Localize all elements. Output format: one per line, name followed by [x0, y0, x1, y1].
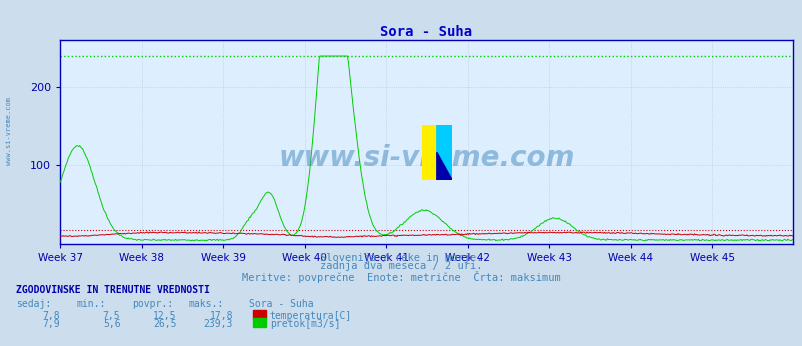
Polygon shape	[421, 125, 436, 180]
Text: www.si-vreme.com: www.si-vreme.com	[277, 144, 574, 172]
Text: maks.:: maks.:	[188, 299, 224, 309]
Text: zadnja dva meseca / 2 uri.: zadnja dva meseca / 2 uri.	[320, 261, 482, 271]
Text: povpr.:: povpr.:	[132, 299, 173, 309]
Text: ZGODOVINSKE IN TRENUTNE VREDNOSTI: ZGODOVINSKE IN TRENUTNE VREDNOSTI	[16, 285, 209, 295]
Text: Slovenija / reke in morje.: Slovenija / reke in morje.	[320, 253, 482, 263]
Text: temperatura[C]: temperatura[C]	[269, 311, 351, 321]
Text: 17,8: 17,8	[209, 311, 233, 321]
Polygon shape	[436, 152, 452, 180]
Polygon shape	[436, 125, 452, 180]
Text: sedaj:: sedaj:	[16, 299, 51, 309]
Text: Meritve: povprečne  Enote: metrične  Črta: maksimum: Meritve: povprečne Enote: metrične Črta:…	[242, 271, 560, 283]
Text: 26,5: 26,5	[153, 319, 176, 329]
Text: 239,3: 239,3	[203, 319, 233, 329]
Text: Sora - Suha: Sora - Suha	[249, 299, 313, 309]
Text: 7,5: 7,5	[103, 311, 120, 321]
Text: min.:: min.:	[76, 299, 106, 309]
Text: www.si-vreme.com: www.si-vreme.com	[6, 98, 12, 165]
Title: Sora - Suha: Sora - Suha	[380, 25, 472, 39]
Text: 5,6: 5,6	[103, 319, 120, 329]
Text: 7,9: 7,9	[43, 319, 60, 329]
Text: 12,5: 12,5	[153, 311, 176, 321]
Text: pretok[m3/s]: pretok[m3/s]	[269, 319, 340, 329]
Text: 7,8: 7,8	[43, 311, 60, 321]
